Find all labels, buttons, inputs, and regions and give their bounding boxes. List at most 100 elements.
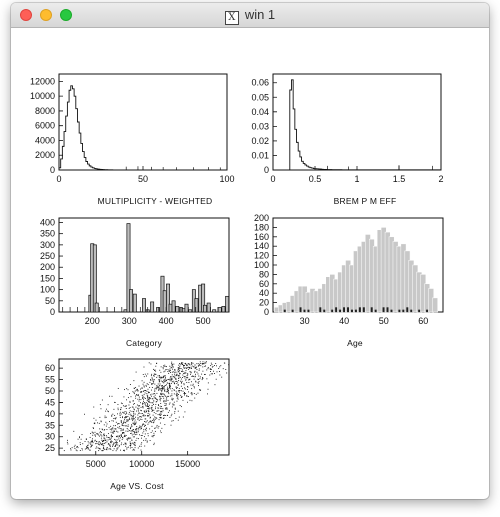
chart5-point — [63, 450, 65, 452]
chart5-point — [197, 373, 199, 375]
chart5-point — [119, 426, 121, 428]
chart5-xtick-label: 15000 — [175, 459, 200, 469]
chart5-point — [92, 427, 94, 429]
chart5-point — [147, 391, 149, 393]
chart3-xtick-label: 500 — [196, 316, 211, 326]
chart5-point — [127, 389, 129, 391]
chart5-point — [172, 365, 174, 367]
close-button[interactable] — [20, 9, 32, 21]
chart5-point — [164, 376, 166, 378]
chart5-point — [194, 397, 196, 399]
chart5-point — [135, 389, 137, 391]
chart5-point — [116, 430, 118, 432]
chart5-point — [185, 367, 187, 369]
chart5-point — [201, 363, 203, 365]
chart5-point — [116, 439, 118, 441]
chart5-point — [147, 384, 149, 386]
chart5-point — [112, 420, 114, 422]
chart5-point — [128, 438, 130, 440]
chart5-point — [164, 402, 166, 404]
chart5-point — [172, 375, 174, 377]
chart5-point — [145, 427, 147, 429]
chart5-point — [140, 388, 142, 390]
chart5-point — [185, 367, 187, 369]
chart4-bar — [432, 297, 438, 313]
chart5-point — [176, 393, 178, 395]
chart5-point — [163, 386, 165, 388]
chart5-point — [154, 370, 155, 371]
chart5-point — [151, 395, 152, 397]
chart5-point — [141, 416, 142, 418]
chart5-point — [105, 425, 107, 427]
chart5-point — [153, 444, 155, 446]
chart5-point — [154, 373, 156, 375]
maximize-button[interactable] — [60, 9, 72, 21]
chart5-point — [148, 408, 150, 410]
chart5-point — [111, 434, 112, 436]
chart5-point — [66, 441, 68, 443]
chart5-point — [198, 385, 199, 387]
chart5-point — [147, 423, 149, 425]
chart5-point — [115, 444, 117, 445]
chart5-point — [147, 410, 149, 411]
chart5-point — [171, 388, 173, 390]
chart5-point — [110, 429, 112, 431]
chart5-point — [156, 362, 158, 364]
chart5-point — [125, 425, 127, 427]
chart5-point — [109, 395, 111, 397]
chart5-point — [170, 372, 171, 373]
chart5-point — [145, 438, 147, 440]
chart5-point — [96, 446, 98, 448]
chart5-point — [118, 438, 120, 440]
chart5-point — [86, 445, 88, 447]
chart5-point — [147, 415, 149, 417]
chart5-point — [161, 427, 163, 429]
chart5-point — [170, 415, 172, 417]
chart5-point — [168, 393, 170, 395]
chart5-point — [98, 450, 100, 452]
chart5-point — [207, 388, 209, 390]
chart5-point — [163, 417, 165, 419]
chart5-point — [115, 425, 116, 427]
chart5-point — [212, 365, 214, 367]
chart5-point — [165, 398, 167, 400]
chart5-point — [158, 405, 160, 407]
minimize-button[interactable] — [40, 9, 52, 21]
chart5-point — [103, 429, 105, 431]
chart5-point — [168, 387, 170, 389]
chart5-point — [158, 389, 160, 391]
chart5-point — [180, 406, 182, 408]
chart5-point — [100, 443, 102, 445]
chart5-point — [169, 385, 170, 387]
chart3-ytick-label: 350 — [40, 229, 55, 239]
chart5-point — [188, 382, 190, 383]
chart5-point — [226, 372, 228, 374]
chart5-point — [146, 420, 148, 422]
chart5-point — [151, 387, 153, 388]
chart5-point — [133, 408, 135, 410]
chart5-point — [162, 375, 164, 377]
chart5-point — [151, 409, 153, 411]
chart4-dark-bar — [402, 309, 405, 312]
chart5-point — [117, 447, 119, 449]
chart5-point — [138, 400, 140, 402]
chart5-point — [175, 394, 177, 396]
chart5-point — [213, 370, 214, 372]
chart5-point — [114, 414, 116, 416]
chart5-point — [126, 428, 128, 429]
chart4-dark-bar — [283, 309, 286, 312]
chart5-point — [137, 394, 139, 395]
chart5-point — [109, 445, 111, 446]
chart5-point — [139, 416, 141, 418]
chart5-point — [184, 394, 185, 396]
chart5-point — [149, 440, 151, 442]
chart5-point — [142, 397, 144, 398]
chart5-point — [171, 363, 172, 365]
chart5-point — [115, 417, 117, 419]
chart5-point — [137, 395, 139, 397]
chart5-point — [120, 449, 121, 451]
chart5-point — [178, 367, 180, 369]
chart4-dark-bar — [362, 307, 365, 312]
chart5-point — [121, 439, 123, 441]
